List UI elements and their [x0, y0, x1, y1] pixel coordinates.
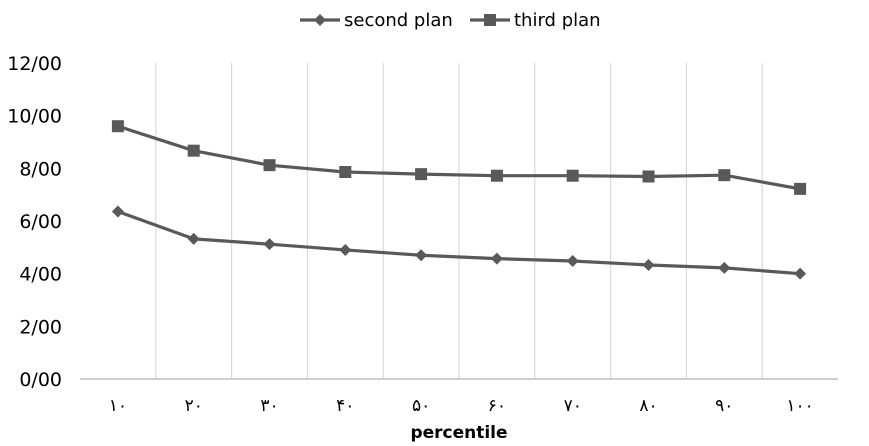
x-axis-title: percentile: [410, 423, 507, 443]
data-point: [490, 252, 503, 265]
data-point: [642, 170, 655, 183]
x-tick-label: ٨٠: [639, 396, 657, 416]
data-point: [566, 169, 579, 182]
series-line: [117, 124, 801, 191]
y-tick-label: 6/00: [19, 211, 62, 233]
data-point: [187, 232, 200, 245]
x-tick-label: ٧٠: [564, 396, 582, 416]
y-tick-label: 2/00: [19, 316, 62, 338]
data-point: [415, 168, 428, 181]
series-line: [117, 210, 801, 276]
data-point: [187, 144, 200, 157]
data-point: [794, 267, 807, 280]
data-point: [718, 261, 731, 274]
legend-label: third plan: [514, 10, 601, 31]
x-tick-label: ١٠: [109, 396, 127, 416]
x-tick-label: ٢٠: [185, 396, 203, 416]
data-point: [415, 249, 428, 262]
x-tick-label: ١٠٠: [786, 396, 813, 416]
x-tick-label: ۵٠: [412, 396, 430, 416]
legend-marker: [484, 14, 496, 26]
legend: second plan third plan: [300, 10, 601, 31]
data-point: [339, 166, 352, 179]
data-point: [794, 182, 807, 195]
legend-label: second plan: [344, 10, 453, 31]
data-point: [263, 159, 276, 172]
y-tick-label: 8/00: [19, 158, 62, 180]
data-point: [339, 243, 352, 256]
series-2: [111, 120, 807, 195]
data-point: [111, 205, 124, 218]
data-point: [490, 169, 503, 182]
x-tick-label: ٩٠: [715, 396, 733, 416]
data-point: [718, 169, 731, 182]
series-group: [111, 120, 807, 280]
x-tick-label: ٣٠: [260, 396, 278, 416]
y-tick-label: 0/00: [19, 369, 62, 391]
y-axis-tick-labels: 0/00 2/00 4/00 6/00 8/00 10/00 12/00: [7, 53, 62, 391]
y-tick-label: 10/00: [7, 106, 62, 128]
x-tick-label: ۶٠: [488, 396, 506, 416]
data-point: [263, 238, 276, 251]
data-point: [566, 255, 579, 268]
series-1: [111, 205, 807, 280]
y-tick-label: 4/00: [19, 264, 62, 286]
legend-marker: [314, 14, 326, 26]
legend-item: second plan: [300, 10, 453, 31]
data-point: [642, 258, 655, 271]
x-tick-label: ۴٠: [336, 396, 354, 416]
vertical-gridlines: [155, 63, 763, 379]
y-tick-label: 12/00: [7, 53, 62, 75]
x-axis-tick-labels: ١٠ ٢٠ ٣٠ ۴٠ ۵٠ ۶٠ ٧٠ ٨٠ ٩٠ ١٠٠: [109, 396, 814, 416]
data-point: [111, 120, 124, 133]
legend-item: third plan: [470, 10, 601, 31]
